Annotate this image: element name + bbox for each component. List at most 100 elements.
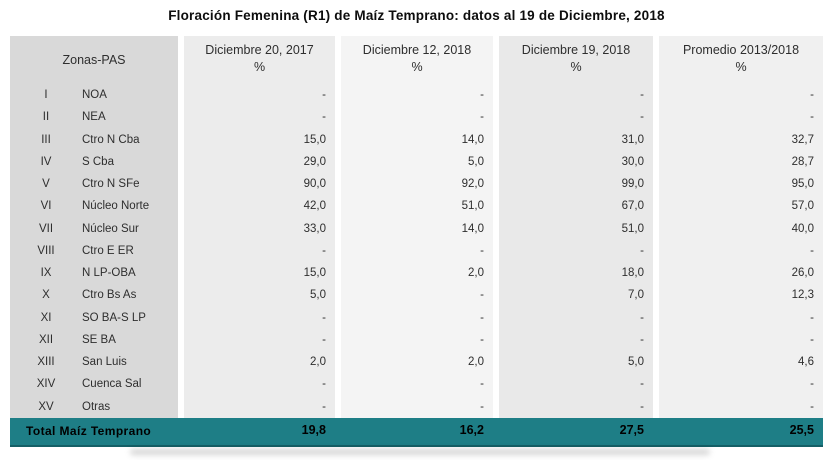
value-cell-promedio: 32,7 <box>659 128 823 151</box>
value-cell-dic-12-2018: - <box>341 84 493 107</box>
total-value-dic-19-2018: 27,5 <box>619 422 644 437</box>
zone-name: Cuenca Sal <box>82 378 142 391</box>
value-cell-dic-12-2018: - <box>341 106 493 129</box>
total-row: Total Maíz Temprano 19,8 16,2 27,5 25,5 <box>10 417 823 447</box>
zone-cell: V Ctro N SFe <box>10 173 178 196</box>
value-cell-dic-12-2018: - <box>341 239 493 262</box>
zone-roman-numeral: II <box>42 111 50 124</box>
value-cell-dic-20-2017: - <box>184 306 335 329</box>
value-cell-promedio: - <box>659 373 823 396</box>
zone-roman-numeral: XV <box>38 400 54 413</box>
zone-cell: IV S Cba <box>10 150 178 173</box>
zone-roman-numeral: VII <box>38 222 54 235</box>
value-cell-dic-20-2017: - <box>184 395 335 418</box>
value-cell-dic-20-2017: - <box>184 84 335 107</box>
value-cell-dic-19-2018: 5,0 <box>499 351 653 374</box>
value-cell-dic-20-2017: 90,0 <box>184 173 335 196</box>
value-cell-dic-19-2018: - <box>499 106 653 129</box>
zone-cell: XIII San Luis <box>10 351 178 374</box>
value-cell-dic-20-2017: 2,0 <box>184 351 335 374</box>
value-cell-dic-20-2017: - <box>184 239 335 262</box>
value-cell-dic-19-2018: - <box>499 328 653 351</box>
column-header-zonas-label: Zonas-PAS <box>62 52 126 67</box>
value-cell-dic-12-2018: 14,0 <box>341 128 493 151</box>
zone-name: NEA <box>82 111 106 124</box>
column-header-date: Promedio 2013/2018 <box>682 43 800 57</box>
value-cell-promedio: 26,0 <box>659 262 823 285</box>
zone-cell: XI SO BA-S LP <box>10 306 178 329</box>
zone-name: Ctro N Cba <box>82 133 140 146</box>
zone-roman-numeral: VIII <box>37 244 55 257</box>
value-cell-dic-20-2017: - <box>184 106 335 129</box>
value-cell-dic-20-2017: 15,0 <box>184 128 335 151</box>
column-header-zonas: Zonas-PAS <box>10 36 178 84</box>
value-cell-promedio: 12,3 <box>659 284 823 307</box>
zone-name: S Cba <box>82 155 114 168</box>
value-cell-dic-19-2018: 99,0 <box>499 173 653 196</box>
value-cell-promedio: 4,6 <box>659 351 823 374</box>
column-header-promedio: Promedio 2013/2018 % <box>659 36 823 84</box>
value-cell-dic-19-2018: 30,0 <box>499 150 653 173</box>
zone-roman-numeral: XII <box>38 333 54 346</box>
value-cell-dic-19-2018: 31,0 <box>499 128 653 151</box>
zone-name: SE BA <box>82 333 116 346</box>
value-cell-promedio: 40,0 <box>659 217 823 240</box>
column-header-date: Diciembre 12, 2018 <box>362 43 472 57</box>
value-cell-dic-12-2018: 2,0 <box>341 351 493 374</box>
value-cell-dic-12-2018: 14,0 <box>341 217 493 240</box>
value-cell-dic-19-2018: - <box>499 373 653 396</box>
zone-name: Núcleo Norte <box>82 200 150 213</box>
zone-roman-numeral: I <box>44 89 48 102</box>
column-header-percent: % <box>411 60 423 74</box>
value-cell-dic-19-2018: 51,0 <box>499 217 653 240</box>
value-cell-promedio: - <box>659 306 823 329</box>
zone-roman-numeral: IV <box>40 155 52 168</box>
zone-cell: VI Núcleo Norte <box>10 195 178 218</box>
value-cell-dic-12-2018: - <box>341 395 493 418</box>
zone-roman-numeral: VI <box>40 200 52 213</box>
value-cell-promedio: - <box>659 395 823 418</box>
value-cell-dic-12-2018: 92,0 <box>341 173 493 196</box>
value-cell-promedio: 57,0 <box>659 195 823 218</box>
value-cell-promedio: - <box>659 239 823 262</box>
value-cell-dic-20-2017: 29,0 <box>184 150 335 173</box>
value-cell-promedio: - <box>659 84 823 107</box>
zone-cell: I NOA <box>10 84 178 107</box>
column-header-percent: % <box>570 60 582 74</box>
value-cell-promedio: 28,7 <box>659 150 823 173</box>
value-cell-dic-19-2018: - <box>499 239 653 262</box>
value-cell-promedio: - <box>659 328 823 351</box>
value-cell-dic-20-2017: 5,0 <box>184 284 335 307</box>
value-cell-dic-19-2018: 18,0 <box>499 262 653 285</box>
zone-name: N LP-OBA <box>82 267 136 280</box>
zone-cell: II NEA <box>10 106 178 129</box>
zone-cell: XV Otras <box>10 395 178 418</box>
value-cell-dic-12-2018: - <box>341 328 493 351</box>
zone-name: NOA <box>82 89 107 102</box>
zone-name: Ctro Bs As <box>82 289 137 302</box>
zone-cell: X Ctro Bs As <box>10 284 178 307</box>
zone-roman-numeral: III <box>41 133 51 146</box>
column-header-date: Diciembre 20, 2017 <box>205 43 314 57</box>
column-header-percent: % <box>253 60 266 74</box>
zone-cell: IX N LP-OBA <box>10 262 178 285</box>
column-header-dic-19-2018: Diciembre 19, 2018 % <box>499 36 653 84</box>
value-cell-dic-12-2018: - <box>341 284 493 307</box>
value-cell-dic-20-2017: 15,0 <box>184 262 335 285</box>
flowering-table: Zonas-PAS Diciembre 20, 2017 % Diciembre… <box>10 36 823 447</box>
value-cell-promedio: 95,0 <box>659 173 823 196</box>
zone-name: Núcleo Sur <box>82 222 139 235</box>
zone-roman-numeral: XIV <box>36 378 56 391</box>
zone-cell: XII SE BA <box>10 328 178 351</box>
zone-cell: III Ctro N Cba <box>10 128 178 151</box>
table-drop-shadow <box>130 449 710 455</box>
zone-roman-numeral: XIII <box>37 356 55 369</box>
zone-cell: VIII Ctro E ER <box>10 239 178 262</box>
value-cell-dic-12-2018: 5,0 <box>341 150 493 173</box>
column-header-dic-20-2017: Diciembre 20, 2017 % <box>184 36 335 84</box>
value-cell-dic-20-2017: 33,0 <box>184 217 335 240</box>
zone-name: Ctro N SFe <box>82 178 140 191</box>
zone-roman-numeral: V <box>42 178 50 191</box>
total-value-dic-20-2017: 19,8 <box>301 422 326 437</box>
value-cell-dic-19-2018: 7,0 <box>499 284 653 307</box>
